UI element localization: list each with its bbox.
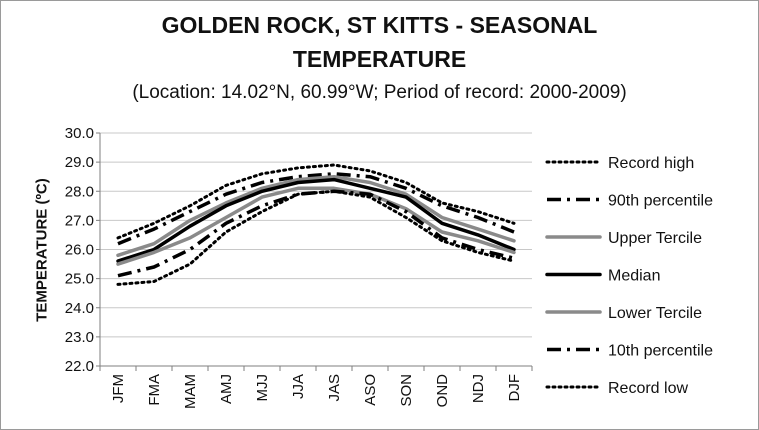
y-tick-label: 26.0 xyxy=(65,242,94,259)
y-tick-label: 23.0 xyxy=(65,329,94,346)
y-tick-label: 30.0 xyxy=(65,125,94,142)
x-tick-label: JAS xyxy=(326,374,343,402)
x-tick-label: ASO xyxy=(362,374,379,406)
chart-title-line-2: TEMPERATURE xyxy=(292,46,467,72)
x-tick-label: MAM xyxy=(182,374,199,409)
x-tick-label: JJA xyxy=(290,374,307,399)
legend-label: Record high xyxy=(608,155,694,172)
x-tick-label: NDJ xyxy=(470,374,487,403)
chart-title: GOLDEN ROCK, ST KITTS - SEASONAL xyxy=(161,12,598,38)
chart-subtitle: (Location: 14.02°N, 60.99°W; Period of r… xyxy=(132,82,627,103)
y-tick-label: 25.0 xyxy=(65,271,94,288)
y-tick-label: 28.0 xyxy=(65,183,94,200)
series-line-90th-percentile xyxy=(117,172,515,246)
x-tick-label: JFM xyxy=(110,374,127,403)
series-line-median xyxy=(116,177,516,263)
y-tick-label: 29.0 xyxy=(65,154,94,171)
y-tick-label: 22.0 xyxy=(65,358,94,375)
x-tick-label: SON xyxy=(398,374,415,407)
x-tick-label: OND xyxy=(434,374,451,408)
legend-label: Upper Tercile xyxy=(608,230,702,247)
series-line-record-low xyxy=(116,189,516,286)
series-line-upper-tercile xyxy=(116,174,516,258)
y-tick-label: 24.0 xyxy=(65,300,94,317)
legend-label: 90th percentile xyxy=(608,193,713,210)
legend-label: 10th percentile xyxy=(608,343,713,360)
legend-label: Record low xyxy=(608,380,688,397)
y-tick-label: 27.0 xyxy=(65,212,94,229)
x-tick-label: FMA xyxy=(146,374,163,406)
legend-label: Lower Tercile xyxy=(608,305,702,322)
legend-label: Median xyxy=(608,268,660,285)
series-line-lower-tercile xyxy=(116,186,516,266)
x-tick-label: MJJ xyxy=(254,374,271,402)
series-line-10th-percentile xyxy=(117,189,515,278)
x-tick-label: DJF xyxy=(506,374,523,402)
x-tick-label: AMJ xyxy=(218,374,235,404)
series-line-record-high xyxy=(116,163,516,240)
